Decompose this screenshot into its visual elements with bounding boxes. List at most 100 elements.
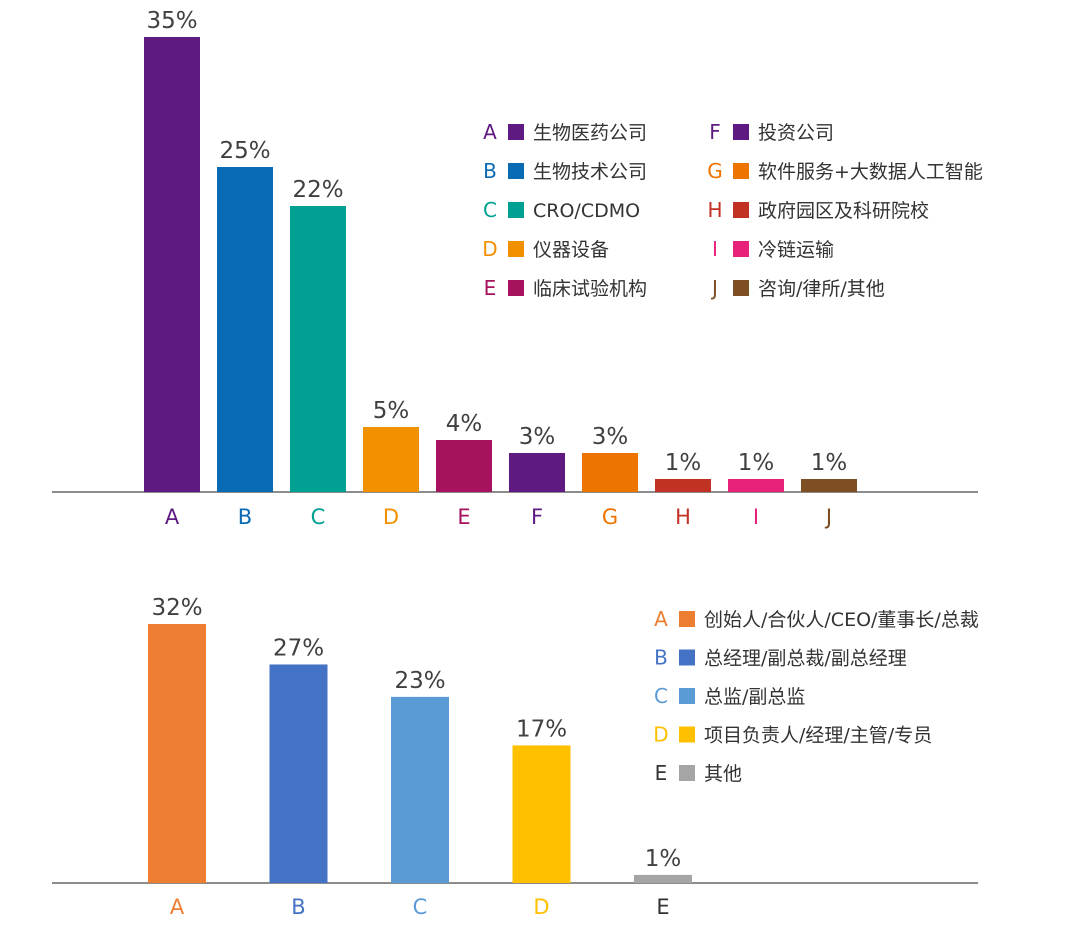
c2-legend-item-d: D 项目负责人/经理/主管/专员 [653, 723, 932, 747]
c1-category-label-g: G [602, 505, 618, 529]
legend-label: CRO/CDMO [533, 200, 640, 222]
c1-bar-h [655, 479, 711, 492]
c1-value-label-a: 35% [146, 8, 197, 34]
legend-letter: B [483, 159, 497, 183]
legend-letter: H [707, 198, 722, 222]
c2-value-label-a: 32% [151, 595, 202, 621]
c2-value-label-c: 23% [394, 668, 445, 694]
legend-swatch [733, 202, 749, 218]
c1-bar-b [217, 167, 273, 492]
c2-legend-item-c: C 总监/副总监 [654, 684, 805, 708]
legend-letter: A [654, 607, 668, 631]
c2-legend: A 创始人/合伙人/CEO/董事长/总裁 B 总经理/副总裁/副总经理 C 总监/副总监 D… [653, 607, 979, 785]
c1-category-label-i: I [753, 505, 759, 529]
legend-label: 项目负责人/经理/主管/专员 [704, 725, 932, 747]
c1-value-label-d: 5% [373, 398, 410, 424]
c1-category-label-e: E [457, 505, 470, 529]
legend-swatch [679, 726, 695, 743]
c1-bar-a [144, 37, 200, 492]
legend-letter: A [483, 120, 497, 144]
c1-category-label-c: C [311, 505, 326, 529]
c1-bar-j [801, 479, 857, 492]
c1-bar-d [363, 427, 419, 492]
legend-letter: D [482, 237, 497, 261]
c2-bar-c [391, 696, 449, 883]
legend-swatch [679, 765, 695, 781]
legend-swatch [679, 688, 695, 704]
c1-legend-item-b: B 生物技术公司 [483, 159, 647, 183]
c2-value-label-e: 1% [645, 846, 682, 872]
legend-swatch [508, 202, 524, 218]
legend-label: 其他 [704, 763, 742, 785]
c2-category-label-b: B [291, 895, 305, 919]
legend-label: 临床试验机构 [533, 278, 647, 300]
c1-category-label-h: H [675, 505, 691, 529]
c1-value-label-c: 22% [292, 177, 343, 203]
legend-label: 仪器设备 [533, 239, 609, 261]
legend-label: 投资公司 [758, 122, 834, 144]
c2-bar-a [148, 624, 206, 883]
c1-value-label-b: 25% [219, 138, 270, 164]
c1-category-label-d: D [383, 505, 399, 529]
c1-legend-item-e: E 临床试验机构 [484, 276, 647, 300]
legend-label: 软件服务+大数据人工智能 [758, 161, 983, 183]
c1-value-label-f: 3% [519, 424, 556, 450]
legend-swatch [508, 124, 524, 140]
c1-legend-item-d: D 仪器设备 [482, 237, 609, 261]
c1-bar-e [436, 440, 492, 492]
legend-letter: G [707, 159, 723, 183]
legend-letter: D [653, 723, 668, 747]
position-distribution-chart: 32% A 27% B 23% C 17% D 1% E A 创始人/合伙人/CEO/董事长/总裁 B 总… [52, 595, 979, 919]
c2-category-label-d: D [533, 895, 549, 919]
legend-letter: J [710, 276, 718, 300]
legend-letter: I [712, 237, 718, 261]
c1-value-label-h: 1% [665, 450, 702, 476]
legend-label: 冷链运输 [758, 239, 834, 261]
c1-legend-item-a: A 生物医药公司 [483, 120, 647, 144]
c1-legend-item-h: H 政府园区及科研院校 [707, 198, 929, 222]
legend-letter: E [655, 761, 668, 785]
legend-label: 咨询/律所/其他 [758, 278, 885, 300]
legend-swatch [679, 611, 695, 627]
legend-label: 生物技术公司 [533, 161, 647, 183]
c1-legend-item-c: C CRO/CDMO [483, 198, 640, 222]
c1-legend: A 生物医药公司 B 生物技术公司 C CRO/CDMO D 仪器设备 E 临床试验机构 F 投资公司… [482, 120, 983, 300]
legend-swatch [508, 241, 524, 257]
legend-swatch [508, 163, 524, 179]
c1-bar-g [582, 453, 638, 492]
c1-bar-i [728, 479, 784, 492]
legend-swatch [733, 280, 749, 296]
c2-legend-item-b: B 总经理/副总裁/副总经理 [654, 646, 907, 670]
legend-label: 总经理/副总裁/副总经理 [704, 648, 907, 670]
c2-category-label-e: E [656, 895, 669, 919]
c2-legend-item-e: E 其他 [655, 761, 742, 785]
c1-category-label-f: F [531, 505, 543, 529]
legend-swatch [679, 649, 695, 666]
legend-swatch [733, 124, 749, 140]
c2-legend-item-a: A 创始人/合伙人/CEO/董事长/总裁 [654, 607, 979, 631]
c1-category-label-b: B [238, 505, 252, 529]
c1-legend-item-g: G 软件服务+大数据人工智能 [707, 159, 983, 183]
c1-legend-item-j: J 咨询/律所/其他 [710, 276, 885, 300]
legend-label: 创始人/合伙人/CEO/董事长/总裁 [704, 609, 979, 631]
legend-label: 总监/副总监 [704, 686, 805, 708]
c1-value-label-i: 1% [738, 450, 775, 476]
industry-distribution-chart: 35% A 25% B 22% C 5% D 4% E 3% F 3% G 1% H 1% I 1% J A 生物医药公司… [52, 8, 983, 529]
c1-value-label-j: 1% [811, 450, 848, 476]
c2-category-label-c: C [413, 895, 428, 919]
legend-letter: B [654, 646, 668, 670]
legend-letter: C [654, 684, 668, 708]
c2-bar-b [269, 664, 328, 883]
c1-bar-f [509, 453, 565, 492]
c1-legend-item-i: I 冷链运输 [712, 237, 834, 261]
c1-value-label-e: 4% [446, 411, 483, 437]
legend-label: 生物医药公司 [533, 122, 647, 144]
c2-category-label-a: A [170, 895, 185, 919]
c1-category-label-j: J [824, 505, 832, 529]
legend-label: 政府园区及科研院校 [758, 200, 929, 222]
legend-swatch [733, 163, 749, 179]
c1-bar-c [290, 206, 346, 492]
c2-bar-e [634, 874, 692, 883]
c2-value-label-d: 17% [516, 716, 567, 742]
